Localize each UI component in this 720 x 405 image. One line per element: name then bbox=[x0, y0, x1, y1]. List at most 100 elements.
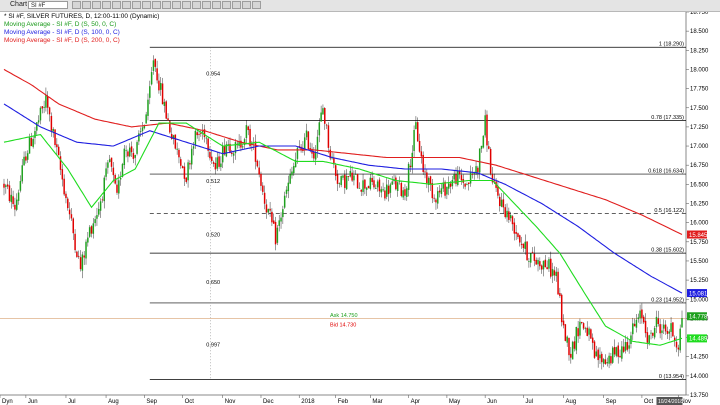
toolbar-button[interactable] bbox=[132, 1, 141, 9]
candle-down bbox=[334, 165, 337, 176]
candle-down bbox=[460, 175, 463, 181]
toolbar-button[interactable] bbox=[222, 1, 231, 9]
candle-down bbox=[395, 177, 397, 190]
plot-background bbox=[0, 12, 686, 395]
chart-tab-label[interactable]: Chart bbox=[10, 1, 28, 8]
toolbar-button[interactable] bbox=[242, 1, 251, 9]
candle-up bbox=[163, 101, 166, 106]
price-badge bbox=[687, 230, 707, 239]
toolbar-button[interactable] bbox=[162, 1, 171, 9]
candle-down bbox=[263, 192, 266, 204]
candle-up bbox=[43, 106, 45, 108]
candle-up bbox=[238, 141, 240, 146]
candle-up bbox=[575, 326, 578, 351]
candle-down bbox=[586, 327, 588, 336]
candle-up bbox=[234, 142, 237, 154]
candle-up bbox=[123, 148, 126, 166]
candle-down bbox=[652, 332, 654, 336]
candle-up bbox=[506, 210, 508, 218]
candle-up bbox=[98, 208, 100, 215]
candle-down bbox=[180, 159, 182, 166]
candle-up bbox=[396, 182, 399, 192]
candle-down bbox=[666, 330, 669, 334]
candle-down bbox=[223, 145, 226, 155]
candle-up bbox=[293, 166, 295, 174]
candle-up bbox=[159, 83, 162, 90]
ratio-annotation: 0.997 bbox=[206, 343, 220, 349]
candle-up bbox=[21, 165, 23, 182]
candle-down bbox=[633, 323, 636, 327]
price-tick-label: 17.250 bbox=[690, 125, 709, 131]
toolbar-button[interactable] bbox=[192, 1, 201, 9]
candle-down bbox=[519, 235, 521, 243]
candle-down bbox=[218, 156, 220, 167]
toolbar-button[interactable] bbox=[92, 1, 101, 9]
toolbar-button[interactable] bbox=[212, 1, 221, 9]
toolbar-button[interactable] bbox=[72, 1, 81, 9]
price-tick-label: 15.250 bbox=[690, 278, 709, 284]
candle-down bbox=[260, 173, 262, 186]
candle-up bbox=[39, 107, 42, 121]
candle-down bbox=[127, 151, 129, 157]
candle-down bbox=[48, 107, 51, 115]
toolbar-button[interactable] bbox=[172, 1, 181, 9]
toolbar-button[interactable] bbox=[232, 1, 241, 9]
candle-up bbox=[679, 328, 681, 351]
toolbar-button[interactable] bbox=[112, 1, 121, 9]
candle-down bbox=[664, 324, 667, 332]
toolbar-button[interactable] bbox=[182, 1, 191, 9]
time-cursor-label: 10/24/2018 bbox=[658, 399, 683, 405]
toolbar-button[interactable] bbox=[252, 1, 261, 9]
symbol-input[interactable]: SI #F bbox=[28, 1, 68, 9]
candle-up bbox=[145, 114, 147, 124]
time-axis[interactable]: Dyn Jun Jul Aug Sep Oct Nov Dec 2018 Feb Mar Apr May… bbox=[0, 395, 691, 405]
toolbar-button[interactable] bbox=[102, 1, 111, 9]
candle-down bbox=[646, 332, 649, 343]
candle-down bbox=[116, 184, 118, 193]
candle-down bbox=[214, 162, 217, 170]
silver-futures-chart[interactable]: 1 (18.290) 0.78 (17.335) 0.618 (16.634) 0.5… bbox=[0, 12, 720, 405]
ratio-annotation: 0.512 bbox=[206, 179, 220, 185]
price-axis[interactable]: 18.750 18.500 18.250 18.000 17.750 17.500 17.2… bbox=[686, 12, 709, 399]
candle-up bbox=[267, 208, 270, 213]
candle-down bbox=[544, 259, 547, 268]
toolbar-button[interactable] bbox=[152, 1, 161, 9]
candle-up bbox=[10, 194, 13, 203]
candle-up bbox=[305, 130, 308, 138]
candle-down bbox=[387, 185, 390, 195]
toolbar-button[interactable] bbox=[122, 1, 131, 9]
fibonacci-retracement[interactable]: 1 (18.290) 0.78 (17.335) 0.618 (16.634) 0.5… bbox=[149, 42, 686, 380]
price-tick-label: 15.750 bbox=[690, 240, 709, 246]
candle-down bbox=[642, 316, 645, 323]
candle-up bbox=[630, 335, 632, 344]
candle-up bbox=[608, 355, 610, 364]
candle-up bbox=[635, 319, 638, 328]
candle-down bbox=[471, 174, 474, 175]
candle-down bbox=[247, 126, 249, 131]
candle-down bbox=[677, 347, 680, 350]
candle-down bbox=[504, 207, 506, 218]
candle-down bbox=[517, 233, 519, 238]
candle-down bbox=[271, 211, 273, 223]
toolbar-button[interactable] bbox=[202, 1, 211, 9]
candle-up bbox=[624, 341, 627, 351]
candle-down bbox=[444, 181, 446, 196]
candle-up bbox=[442, 182, 444, 189]
toolbar-button[interactable] bbox=[82, 1, 91, 9]
candle-down bbox=[404, 189, 406, 196]
ma100-line bbox=[3, 103, 683, 294]
candle-up bbox=[391, 181, 393, 185]
candle-up bbox=[632, 323, 634, 335]
candle-down bbox=[324, 108, 326, 124]
candle-up bbox=[528, 261, 530, 263]
candle-down bbox=[6, 184, 9, 187]
candle-down bbox=[498, 196, 501, 207]
candle-up bbox=[353, 175, 355, 181]
candle-up bbox=[28, 137, 31, 154]
candle-up bbox=[555, 271, 557, 277]
toolbar-button[interactable] bbox=[142, 1, 151, 9]
candle-down bbox=[360, 189, 362, 192]
candle-down bbox=[356, 173, 359, 189]
candle-down bbox=[101, 199, 104, 201]
candle-up bbox=[81, 254, 84, 271]
